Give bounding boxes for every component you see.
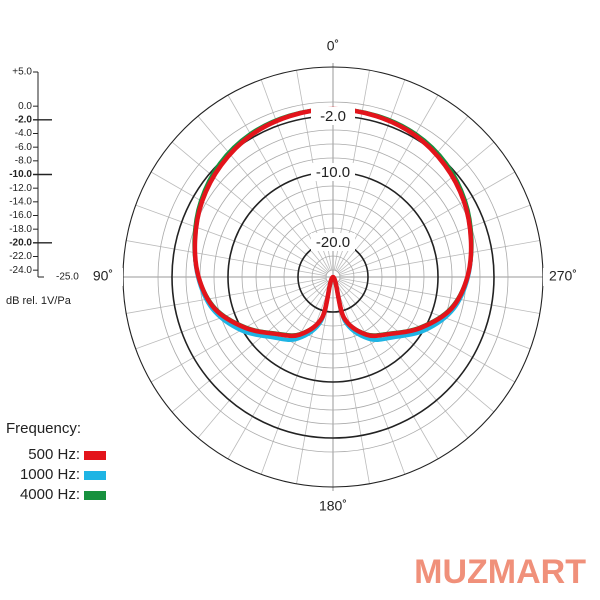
spoke bbox=[339, 204, 531, 275]
spoke bbox=[197, 115, 329, 272]
spoke bbox=[126, 277, 327, 314]
y-tick-label: -25.0 bbox=[56, 272, 79, 283]
ring-label: -2.0 bbox=[320, 108, 346, 125]
spoke bbox=[150, 171, 328, 274]
angle-label-bg bbox=[83, 268, 123, 286]
spoke bbox=[336, 282, 439, 460]
angle-label: 0˚ bbox=[327, 38, 339, 54]
spoke bbox=[197, 282, 329, 439]
spoke bbox=[339, 277, 540, 314]
y-tick-label: -4.0 bbox=[15, 128, 33, 139]
ring bbox=[213, 157, 453, 397]
spoke bbox=[126, 240, 327, 277]
spoke bbox=[333, 283, 370, 484]
spoke bbox=[337, 282, 469, 439]
watermark: MUZMART bbox=[414, 553, 586, 591]
legend-label: 4000 Hz: bbox=[20, 486, 80, 503]
spoke bbox=[338, 171, 516, 274]
spoke bbox=[171, 281, 328, 413]
legend-label: 1000 Hz: bbox=[20, 466, 80, 483]
spoke bbox=[338, 281, 495, 413]
axis-label: dB rel. 1V/Pa bbox=[6, 295, 72, 307]
y-tick-label: -22.0 bbox=[9, 251, 32, 262]
ring bbox=[325, 269, 341, 285]
spoke bbox=[339, 279, 531, 350]
spoke bbox=[135, 279, 327, 350]
spoke bbox=[296, 283, 333, 484]
spoke bbox=[260, 283, 331, 475]
legend-swatch bbox=[84, 491, 106, 500]
pattern-line bbox=[192, 106, 474, 339]
ring bbox=[283, 227, 383, 327]
ring bbox=[311, 255, 355, 299]
spoke bbox=[135, 204, 327, 275]
ring bbox=[157, 101, 509, 453]
y-tick-label: 0.0 bbox=[18, 101, 32, 112]
ring-label-bg bbox=[311, 107, 355, 125]
angle-label: 180˚ bbox=[319, 498, 347, 514]
y-tick-label: -10.0 bbox=[9, 169, 32, 180]
spoke bbox=[335, 283, 406, 475]
y-tick-label: -6.0 bbox=[15, 142, 33, 153]
y-tick-label: -2.0 bbox=[15, 114, 33, 125]
angle-label: 90˚ bbox=[93, 268, 113, 284]
y-tick-label: -24.0 bbox=[9, 265, 32, 276]
spoke bbox=[337, 115, 469, 272]
angle-label: 270˚ bbox=[549, 268, 577, 284]
y-tick-label: -16.0 bbox=[9, 210, 32, 221]
ring bbox=[241, 185, 425, 369]
angle-label-bg bbox=[313, 38, 353, 56]
ring bbox=[269, 213, 397, 341]
legend-label: 500 Hz: bbox=[28, 446, 80, 463]
spoke bbox=[227, 282, 330, 460]
ring bbox=[255, 199, 411, 355]
y-tick-label: -8.0 bbox=[15, 155, 33, 166]
angle-label-bg bbox=[543, 268, 583, 286]
ring-label-bg bbox=[311, 163, 355, 181]
y-tick-label: -14.0 bbox=[9, 196, 32, 207]
y-tick-label: -12.0 bbox=[9, 183, 32, 194]
legend-swatch bbox=[84, 471, 106, 480]
angle-label-bg bbox=[313, 498, 353, 516]
ring-label-bg bbox=[311, 233, 355, 251]
spoke bbox=[338, 141, 495, 273]
spoke bbox=[339, 240, 540, 277]
y-tick-label: -18.0 bbox=[9, 224, 32, 235]
ring-label: -20.0 bbox=[316, 234, 350, 251]
ring bbox=[185, 129, 481, 425]
y-tick-label: +5.0 bbox=[12, 67, 32, 78]
ring-label: -10.0 bbox=[316, 164, 350, 181]
y-tick-label: -20.0 bbox=[9, 237, 32, 248]
spoke bbox=[171, 141, 328, 273]
legend-swatch bbox=[84, 451, 106, 460]
legend-title: Frequency: bbox=[6, 420, 81, 437]
